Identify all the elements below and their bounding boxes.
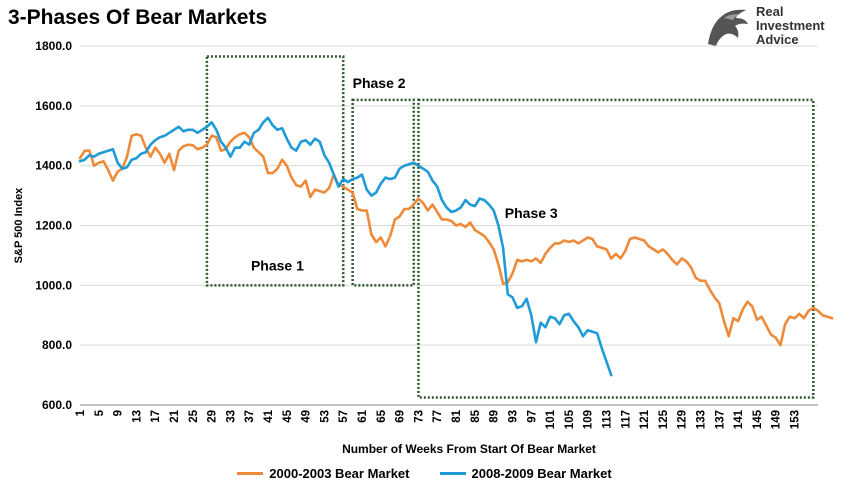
y-tick-label: 800.0 <box>42 338 72 352</box>
x-tick-label: 141 <box>733 409 745 429</box>
x-tick-label: 13 <box>131 410 143 423</box>
x-tick-label: 85 <box>470 409 482 422</box>
logo-line-1: Real <box>756 4 784 19</box>
series-lines <box>78 116 834 377</box>
x-tick-label: 89 <box>489 410 501 423</box>
x-tick-label: 133 <box>695 410 707 429</box>
gridlines <box>80 45 818 346</box>
x-tick-label: 53 <box>319 410 331 423</box>
x-tick-label: 121 <box>639 409 651 429</box>
series-line-2008-2009 <box>78 116 613 377</box>
legend-swatch <box>237 471 264 475</box>
phase-annotations: Phase 1 Phase 2 Phase 3 <box>205 55 815 399</box>
y-tick-label: 1000.0 <box>35 278 72 292</box>
x-axis-ticks: 1 5 9 13 17 21 25 29 33 37 41 45 49 53 57 61 65 69 73 77 81 8… <box>75 409 801 429</box>
x-tick-label: 17 <box>150 410 162 423</box>
y-axis-label: S&P 500 Index <box>13 187 25 263</box>
chart-title: 3-Phases Of Bear Markets <box>8 6 268 29</box>
x-tick-label: 153 <box>789 410 801 429</box>
phase-label: Phase 2 <box>353 75 406 91</box>
x-tick-label: 109 <box>583 410 595 429</box>
y-tick-label: 1400.0 <box>35 159 72 173</box>
x-tick-label: 101 <box>545 409 557 429</box>
logo-line-2: Investment <box>756 18 825 33</box>
x-tick-label: 1 <box>75 409 87 416</box>
phase-box <box>205 55 345 287</box>
y-tick-label: 1600.0 <box>35 99 72 113</box>
x-tick-label: 33 <box>225 410 237 423</box>
x-tick-label: 113 <box>601 410 613 429</box>
x-tick-label: 45 <box>282 409 294 422</box>
x-tick-label: 137 <box>714 410 726 429</box>
phase-box <box>351 98 415 287</box>
x-tick-label: 69 <box>395 410 407 423</box>
series-line-2000-2003 <box>78 131 834 347</box>
x-tick-label: 37 <box>244 410 256 423</box>
x-tick-label: 61 <box>357 409 369 422</box>
y-tick-label: 1800.0 <box>35 39 72 53</box>
phase-box <box>417 98 815 399</box>
y-tick-label: 600.0 <box>42 398 72 412</box>
legend-label: 2000-2003 Bear Market <box>269 465 410 481</box>
x-tick-label: 49 <box>301 410 313 423</box>
x-tick-label: 93 <box>507 410 519 423</box>
x-tick-label: 149 <box>771 410 783 429</box>
x-tick-label: 25 <box>188 409 200 422</box>
x-tick-label: 41 <box>263 409 275 422</box>
legend-item-2000-2003: 2000-2003 Bear Market <box>237 465 410 481</box>
x-tick-label: 65 <box>376 409 388 422</box>
phase-label: Phase 1 <box>251 257 304 273</box>
logo: Real Investment Advice <box>704 4 844 50</box>
x-tick-label: 117 <box>620 410 632 429</box>
y-axis-ticks: 600.0 800.0 1000.0 1200.0 1400.0 1600.0 1800.0 <box>35 39 72 412</box>
x-tick-label: 5 <box>94 409 106 416</box>
x-tick-label: 81 <box>451 409 463 422</box>
eagle-head-icon <box>708 9 748 46</box>
legend-label: 2008-2009 Bear Market <box>471 465 612 481</box>
phase-label: Phase 3 <box>505 205 558 221</box>
x-tick-label: 145 <box>752 409 764 429</box>
x-axis-label: Number of Weeks From Start Of Bear Marke… <box>342 442 596 456</box>
x-tick-label: 105 <box>564 409 576 429</box>
x-tick-label: 125 <box>658 409 670 429</box>
logo-line-3: Advice <box>756 32 799 47</box>
x-tick-label: 97 <box>526 410 538 423</box>
y-tick-label: 1200.0 <box>35 219 72 233</box>
legend-swatch <box>439 471 466 475</box>
x-tick-label: 29 <box>207 410 219 423</box>
x-tick-label: 57 <box>338 410 350 423</box>
x-tick-label: 21 <box>169 409 181 422</box>
x-tick-label: 77 <box>432 410 444 423</box>
x-tick-label: 129 <box>677 410 689 429</box>
legend: 2000-2003 Bear Market 2008-2009 Bear Mar… <box>0 463 849 483</box>
legend-item-2008-2009: 2008-2009 Bear Market <box>439 465 612 481</box>
x-tick-label: 9 <box>113 410 125 416</box>
x-tick-label: 73 <box>413 410 425 423</box>
